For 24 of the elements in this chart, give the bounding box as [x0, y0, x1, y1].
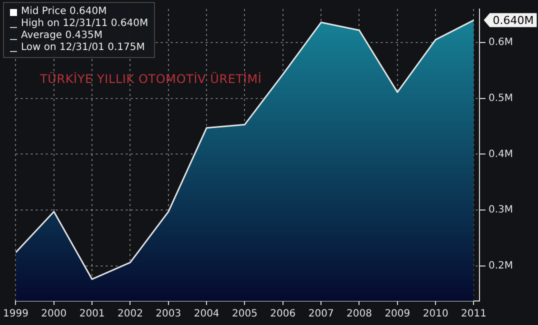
x-tick-label: 2010: [422, 308, 448, 320]
x-tick-label: 2004: [194, 308, 220, 320]
x-tick-label: 2011: [461, 308, 486, 320]
x-tick-label: 2000: [41, 308, 67, 320]
x-tick-label: 2007: [308, 308, 334, 320]
x-tick-label: 2003: [156, 308, 182, 320]
x-tick-label: 2009: [384, 308, 410, 320]
y-tick-label: 0.5M: [488, 92, 513, 104]
x-tick-label: 2006: [270, 308, 296, 320]
annotation: 0.640M: [492, 14, 534, 28]
text: TÜRKİYE YILLIK OTOMOTİV ÜRETİMİ: [40, 72, 262, 86]
annotation: High on 12/31/11 0.640M: [21, 18, 148, 30]
annotation: Average 0.435M: [21, 30, 102, 42]
y-tick-label: 0.3M: [488, 204, 513, 216]
x-tick-label: 2002: [118, 308, 143, 320]
x-tick-label: 2008: [346, 308, 372, 320]
annotation: Mid Price 0.640M: [21, 6, 107, 18]
x-tick-label: 2005: [232, 308, 258, 320]
y-tick-label: 0.6M: [488, 37, 513, 48]
y-tick-label: 0.4M: [488, 148, 513, 160]
x-tick-label: 2001: [79, 308, 105, 320]
x-tick-label: 1999: [3, 308, 28, 320]
annotation: Low on 12/31/01 0.175M: [21, 42, 145, 54]
y-tick-label: 0.2M: [488, 260, 513, 272]
